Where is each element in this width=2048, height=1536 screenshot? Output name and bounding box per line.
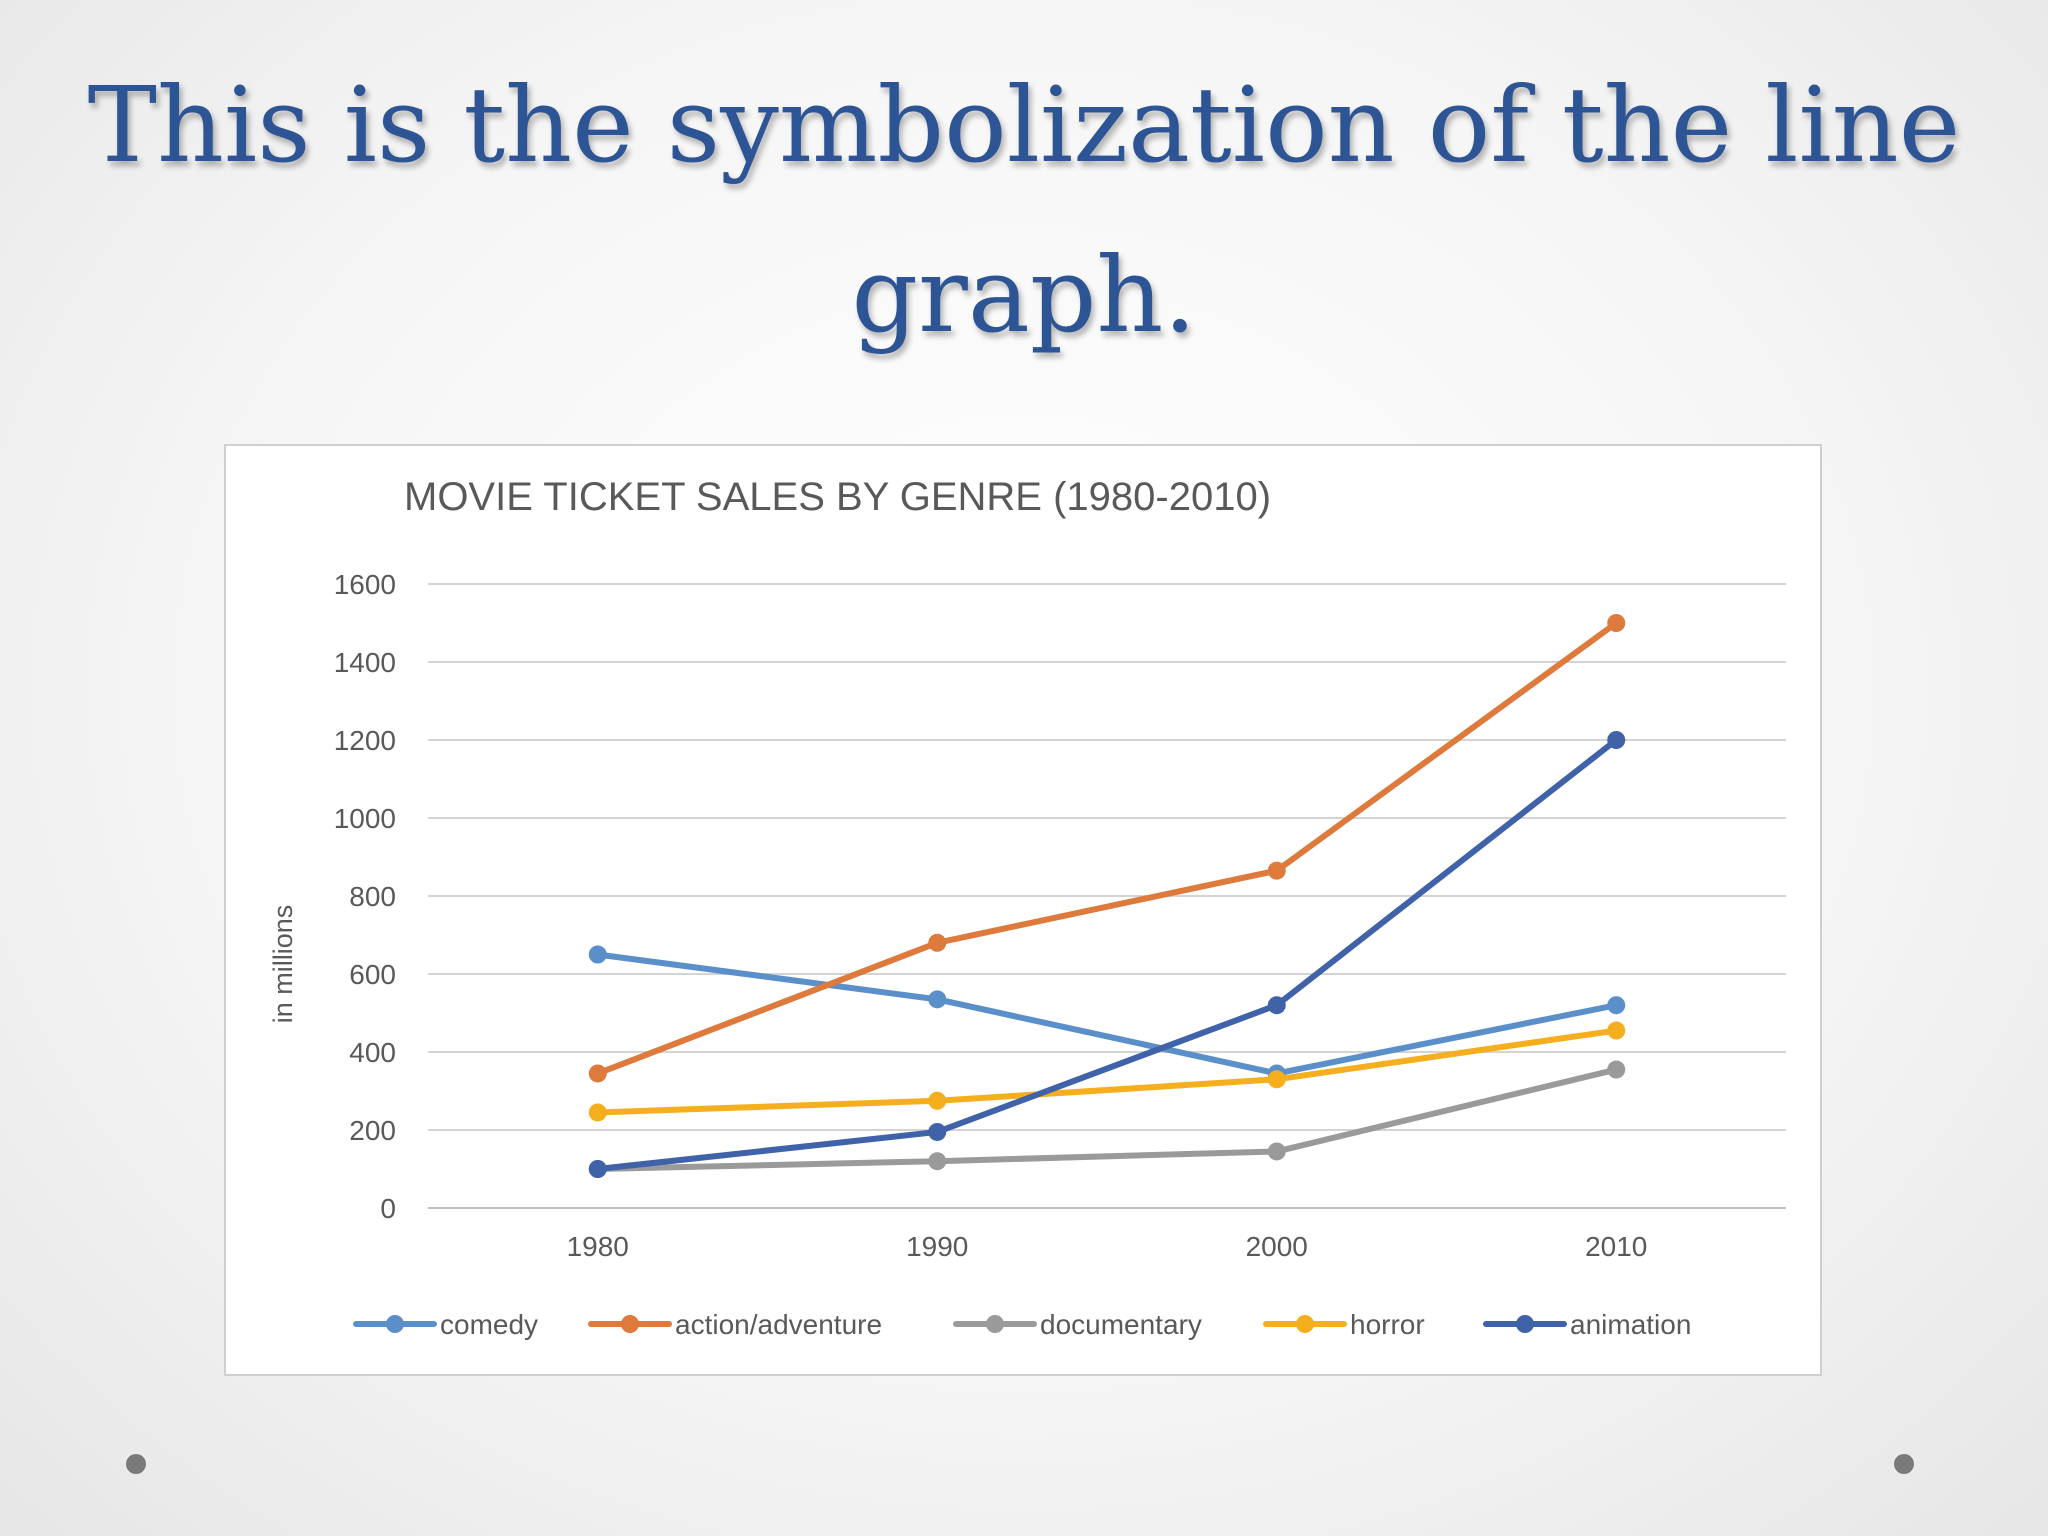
data-point xyxy=(1267,861,1286,880)
y-axis-ticks: 0 200 400 600 800 1000 1200 1400 1600 xyxy=(334,569,396,1224)
series-line xyxy=(594,1027,1620,1116)
y-tick-label: 600 xyxy=(349,959,396,990)
x-tick-label: 2010 xyxy=(1585,1231,1647,1262)
legend-swatch-marker xyxy=(986,1315,1004,1333)
x-tick-label: 1990 xyxy=(906,1231,968,1262)
legend-swatch-marker xyxy=(1296,1315,1314,1333)
data-point xyxy=(1267,1070,1286,1089)
legend-label: animation xyxy=(1570,1309,1691,1340)
data-point xyxy=(928,1091,947,1110)
y-tick-label: 200 xyxy=(349,1115,396,1146)
legend-label: documentary xyxy=(1040,1309,1202,1340)
data-point xyxy=(588,1064,607,1083)
series-line xyxy=(594,620,1620,1077)
data-point xyxy=(1607,1060,1626,1079)
y-tick-label: 1200 xyxy=(334,725,396,756)
data-point xyxy=(1607,731,1626,749)
legend-label: action/adventure xyxy=(675,1309,882,1340)
data-point xyxy=(1267,996,1286,1015)
data-point xyxy=(1607,996,1626,1015)
data-point xyxy=(588,945,607,964)
chart-title: MOVIE TICKET SALES BY GENRE (1980-2010) xyxy=(404,475,1271,519)
series-line xyxy=(594,951,1620,1077)
data-point xyxy=(588,1103,607,1122)
data-point xyxy=(928,1152,947,1171)
legend-swatch-marker xyxy=(386,1315,404,1333)
left-bullet-dot xyxy=(126,1454,146,1474)
right-bullet-dot xyxy=(1894,1454,1914,1474)
x-axis-ticks: 1980 1990 2000 2010 xyxy=(567,1231,1648,1262)
data-point xyxy=(588,1160,607,1178)
y-tick-label: 800 xyxy=(349,881,396,912)
y-tick-label: 1000 xyxy=(334,803,396,834)
slide-title-line-2: graph. xyxy=(851,234,1197,356)
y-tick-label: 1600 xyxy=(334,569,396,600)
x-tick-label: 2000 xyxy=(1246,1231,1308,1262)
data-point xyxy=(1267,1142,1286,1161)
data-point xyxy=(1607,614,1626,632)
series-line xyxy=(594,737,1620,1172)
series-line xyxy=(594,1066,1620,1172)
data-point xyxy=(1607,1021,1626,1040)
slide-title-line-1: This is the symbolization of the line xyxy=(87,64,1961,186)
gridlines xyxy=(428,583,1786,1209)
legend-label: comedy xyxy=(440,1309,538,1340)
legend-label: horror xyxy=(1350,1309,1425,1340)
data-point xyxy=(928,933,947,952)
x-tick-label: 1980 xyxy=(567,1231,629,1262)
line-chart: MOVIE TICKET SALES BY GENRE (1980-2010) … xyxy=(268,475,1786,1340)
legend: comedy action/adventure documentary horror a… xyxy=(353,1309,1691,1340)
data-point xyxy=(928,1122,947,1141)
y-axis-label: in millions xyxy=(268,905,298,1024)
y-tick-label: 400 xyxy=(349,1037,396,1068)
legend-swatch-marker xyxy=(621,1315,639,1333)
series-lines xyxy=(588,614,1626,1178)
slide-title: This is the symbolization of the line gr… xyxy=(0,40,2048,380)
y-tick-label: 0 xyxy=(380,1193,396,1224)
y-tick-label: 1400 xyxy=(334,647,396,678)
legend-swatch-marker xyxy=(1516,1315,1534,1333)
chart-frame: MOVIE TICKET SALES BY GENRE (1980-2010) … xyxy=(224,444,1822,1376)
data-point xyxy=(928,990,947,1009)
